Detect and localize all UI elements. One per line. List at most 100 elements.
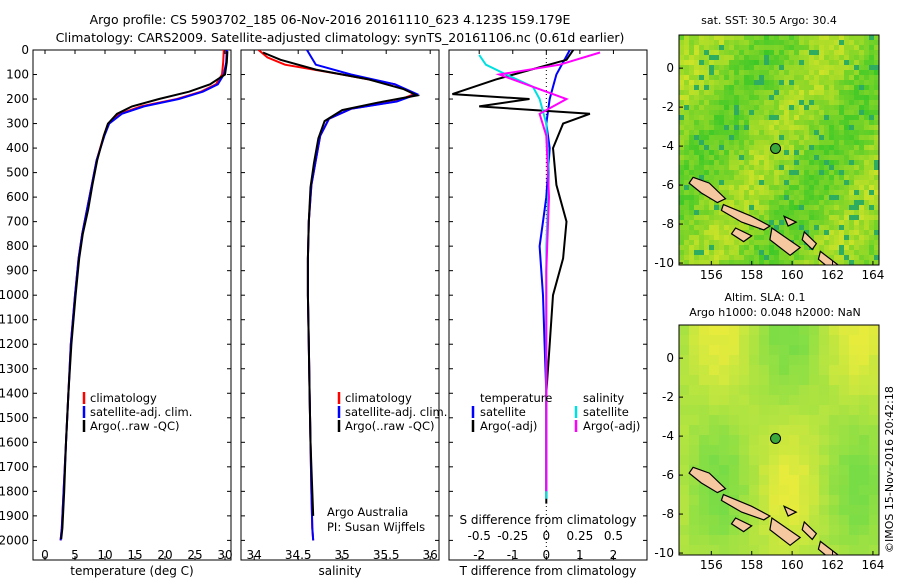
map-cell — [864, 85, 870, 91]
map-cell — [744, 195, 750, 201]
salinity-tick-label: 34 — [247, 548, 262, 562]
map-cell — [749, 155, 755, 161]
map-cell — [739, 225, 745, 231]
map-cell — [759, 415, 770, 426]
map-cell — [824, 230, 830, 236]
map-cell — [789, 75, 795, 81]
s-difference-tick-label: 0.5 — [604, 529, 623, 543]
map-cell — [769, 185, 775, 191]
map-cell — [819, 425, 830, 436]
map-cell — [789, 325, 800, 336]
map-cell — [749, 125, 755, 131]
map-cell — [814, 235, 820, 241]
map-cell — [719, 445, 730, 456]
map-cell — [824, 110, 830, 116]
map-cell — [814, 200, 820, 206]
map-cell — [789, 435, 800, 446]
map-cell — [739, 90, 745, 96]
map-cell — [689, 70, 695, 76]
map-cell — [789, 355, 800, 366]
map-cell — [839, 85, 845, 91]
map-cell — [829, 80, 835, 86]
map-cell — [859, 405, 870, 416]
map-cell — [769, 345, 780, 356]
map-cell — [769, 175, 775, 181]
map-cell — [779, 45, 785, 51]
map-cell — [729, 255, 735, 261]
map-cell — [859, 505, 870, 516]
map-cell — [769, 365, 780, 376]
map-cell — [714, 105, 720, 111]
map-cell — [834, 175, 840, 181]
map-cell — [719, 535, 730, 546]
map-cell — [729, 505, 740, 516]
map-cell — [869, 255, 875, 261]
map-cell — [829, 155, 835, 161]
s-difference-tick-label: -0.5 — [467, 529, 490, 543]
map-cell — [774, 250, 780, 256]
map-cell — [829, 415, 840, 426]
map-cell — [764, 135, 770, 141]
map-cell — [799, 110, 805, 116]
map-cell — [874, 75, 879, 81]
map-cell — [764, 240, 770, 246]
map-cell — [724, 220, 730, 226]
map-cell — [709, 120, 715, 126]
map-cell — [759, 230, 765, 236]
map-cell — [759, 140, 765, 146]
map-cell — [739, 125, 745, 131]
map-cell — [854, 40, 860, 46]
map-cell — [769, 260, 775, 265]
map-cell — [799, 135, 805, 141]
map-cell — [814, 180, 820, 186]
map-cell — [789, 225, 795, 231]
sla-map-subtitle: Argo h1000: 0.048 h2000: NaN — [689, 306, 861, 319]
map-cell — [804, 90, 810, 96]
map-cell — [689, 90, 695, 96]
map-cell — [764, 215, 770, 221]
map-cell — [849, 205, 855, 211]
map-cell — [744, 85, 750, 91]
map-cell — [799, 105, 805, 111]
map-cell — [734, 45, 740, 51]
map-cell — [714, 120, 720, 126]
map-cell — [684, 260, 690, 265]
map-cell — [789, 365, 800, 376]
map-cell — [744, 60, 750, 66]
map-cell — [744, 155, 750, 161]
map-cell — [799, 65, 805, 71]
map-cell — [799, 535, 810, 546]
map-cell — [849, 475, 860, 486]
map-cell — [774, 50, 780, 56]
map-cell — [714, 110, 720, 116]
map-cell — [799, 325, 810, 336]
map-cell — [779, 70, 785, 76]
map-cell — [789, 425, 800, 436]
map-cell — [734, 250, 740, 256]
latitude-tick-label: -2 — [662, 390, 674, 404]
map-cell — [719, 240, 725, 246]
map-cell — [684, 105, 690, 111]
map-cell — [824, 55, 830, 61]
map-cell — [739, 140, 745, 146]
map-cell — [699, 95, 705, 101]
map-cell — [729, 425, 740, 436]
temperature-legend: climatology satellite-adj. clim. Argo(..… — [82, 391, 192, 433]
map-cell — [779, 130, 785, 136]
map-cell — [689, 100, 695, 106]
map-cell — [829, 140, 835, 146]
map-cell — [859, 110, 865, 116]
sst-map — [679, 35, 879, 265]
map-cell — [829, 375, 840, 386]
map-cell — [869, 215, 875, 221]
map-cell — [789, 70, 795, 76]
map-cell — [689, 245, 695, 251]
map-cell — [754, 75, 760, 81]
map-cell — [689, 545, 700, 555]
map-cell — [839, 230, 845, 236]
map-cell — [689, 45, 695, 51]
map-cell — [854, 245, 860, 251]
map-cell — [684, 90, 690, 96]
map-cell — [764, 125, 770, 131]
map-cell — [739, 335, 750, 346]
